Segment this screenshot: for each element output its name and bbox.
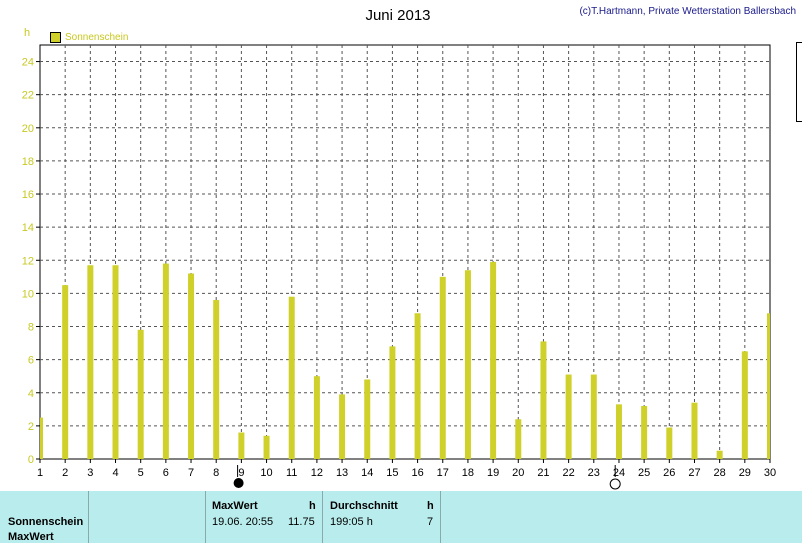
y-tick-label: 2 bbox=[28, 421, 34, 433]
bar-day-2 bbox=[62, 285, 69, 459]
x-tick-label: 26 bbox=[663, 467, 675, 479]
bar-day-29 bbox=[741, 351, 748, 459]
avg-unit: h bbox=[427, 500, 434, 512]
full-moon-icon bbox=[609, 478, 621, 490]
bar-day-13 bbox=[339, 394, 346, 459]
new-moon-icon bbox=[233, 478, 244, 488]
y-tick-label: 18 bbox=[22, 156, 34, 168]
stats-panel: Sonnenschein MaxWert MaxWert h 19.06. 20… bbox=[0, 491, 802, 543]
panel-cell-max bbox=[205, 491, 323, 543]
bar-day-6 bbox=[162, 263, 169, 459]
bar-day-7 bbox=[188, 273, 195, 459]
max-datetime: 19.06. 20:55 bbox=[212, 516, 274, 528]
bar-day-15 bbox=[389, 346, 396, 459]
x-tick-label: 24 bbox=[613, 467, 625, 479]
x-tick-label: 5 bbox=[138, 467, 144, 479]
x-tick-label: 11 bbox=[286, 467, 297, 479]
x-tick-label: 16 bbox=[411, 467, 423, 479]
x-tick-label: 21 bbox=[537, 467, 549, 479]
y-tick-label: 0 bbox=[28, 454, 34, 466]
x-tick-label: 15 bbox=[386, 467, 398, 479]
x-tick-label: 8 bbox=[213, 467, 219, 479]
bar-day-27 bbox=[691, 402, 698, 459]
max-header: MaxWert bbox=[212, 500, 258, 512]
row-label-sunshine: Sonnenschein bbox=[8, 516, 84, 528]
bar-day-23 bbox=[590, 374, 597, 459]
panel-cell-empty bbox=[88, 491, 206, 543]
y-tick-label: 14 bbox=[22, 222, 34, 234]
x-tick-label: 20 bbox=[512, 467, 524, 479]
y-tick-label: 22 bbox=[22, 90, 34, 102]
bar-day-30 bbox=[767, 313, 770, 459]
y-tick-label: 24 bbox=[22, 57, 34, 69]
x-tick-label: 1 bbox=[37, 467, 43, 479]
bar-day-1 bbox=[40, 417, 43, 459]
bar-day-14 bbox=[364, 379, 371, 459]
x-tick-label: 27 bbox=[688, 467, 700, 479]
panel-cell-avg bbox=[322, 491, 441, 543]
legend: Sonnenschein bbox=[50, 32, 128, 43]
bar-day-19 bbox=[490, 261, 497, 459]
x-tick-label: 28 bbox=[714, 467, 726, 479]
scroll-indicator[interactable] bbox=[796, 42, 802, 122]
x-tick-label: 10 bbox=[260, 467, 272, 479]
avg-value: 199:05 h bbox=[330, 516, 373, 528]
x-tick-label: 18 bbox=[462, 467, 474, 479]
credit-label: (c)T.Hartmann, Private Wetterstation Bal… bbox=[579, 6, 796, 17]
bar-day-4 bbox=[112, 265, 119, 459]
x-tick-label: 17 bbox=[437, 467, 449, 479]
x-tick-label: 7 bbox=[188, 467, 194, 479]
bar-day-17 bbox=[439, 276, 446, 459]
plot-frame bbox=[39, 44, 771, 460]
x-tick-label: 22 bbox=[562, 467, 574, 479]
y-axis-unit: h bbox=[24, 27, 31, 39]
max-value: 11.75 bbox=[288, 516, 315, 528]
legend-swatch bbox=[50, 32, 61, 43]
bar-day-24 bbox=[615, 404, 622, 459]
legend-label: Sonnenschein bbox=[65, 32, 129, 43]
bar-day-21 bbox=[540, 341, 547, 459]
y-tick-label: 4 bbox=[28, 388, 34, 400]
bar-day-16 bbox=[414, 313, 421, 459]
max-unit: h bbox=[309, 500, 316, 512]
bar-day-12 bbox=[313, 376, 320, 459]
bar-day-11 bbox=[288, 296, 295, 459]
bar-day-25 bbox=[641, 406, 648, 459]
y-tick-label: 10 bbox=[22, 288, 34, 300]
bar-day-22 bbox=[565, 374, 572, 459]
bar-day-5 bbox=[137, 329, 144, 459]
row-label-maxwert: MaxWert bbox=[8, 531, 54, 543]
avg-count: 7 bbox=[427, 516, 434, 528]
bar-day-20 bbox=[515, 419, 522, 459]
x-tick-label: 19 bbox=[487, 467, 499, 479]
x-tick-label: 29 bbox=[739, 467, 751, 479]
y-tick-label: 20 bbox=[22, 123, 34, 135]
bar-day-8 bbox=[213, 300, 220, 459]
chart-title: Juni 2013 bbox=[365, 7, 431, 24]
x-tick-label: 23 bbox=[588, 467, 600, 479]
x-tick-label: 9 bbox=[238, 467, 244, 479]
y-tick-label: 12 bbox=[22, 255, 34, 267]
x-tick-label: 6 bbox=[163, 467, 169, 479]
bar-day-3 bbox=[87, 265, 94, 459]
bar-day-26 bbox=[666, 427, 673, 459]
x-tick-label: 3 bbox=[87, 467, 93, 479]
x-tick-label: 4 bbox=[112, 467, 118, 479]
y-tick-label: 6 bbox=[28, 355, 34, 367]
x-tick-label: 13 bbox=[336, 467, 348, 479]
x-tick-label: 30 bbox=[764, 467, 776, 479]
x-tick-label: 12 bbox=[311, 467, 323, 479]
y-tick-label: 16 bbox=[22, 189, 34, 201]
y-tick-label: 8 bbox=[28, 322, 34, 334]
panel-cell-labels bbox=[0, 491, 89, 543]
bar-day-18 bbox=[464, 270, 471, 459]
x-tick-label: 2 bbox=[62, 467, 68, 479]
bar-day-10 bbox=[263, 435, 270, 459]
x-tick-label: 25 bbox=[638, 467, 650, 479]
bar-day-28 bbox=[716, 450, 723, 459]
x-tick-label: 14 bbox=[361, 467, 373, 479]
bar-day-9 bbox=[238, 432, 245, 459]
avg-header: Durchschnitt bbox=[330, 500, 398, 512]
